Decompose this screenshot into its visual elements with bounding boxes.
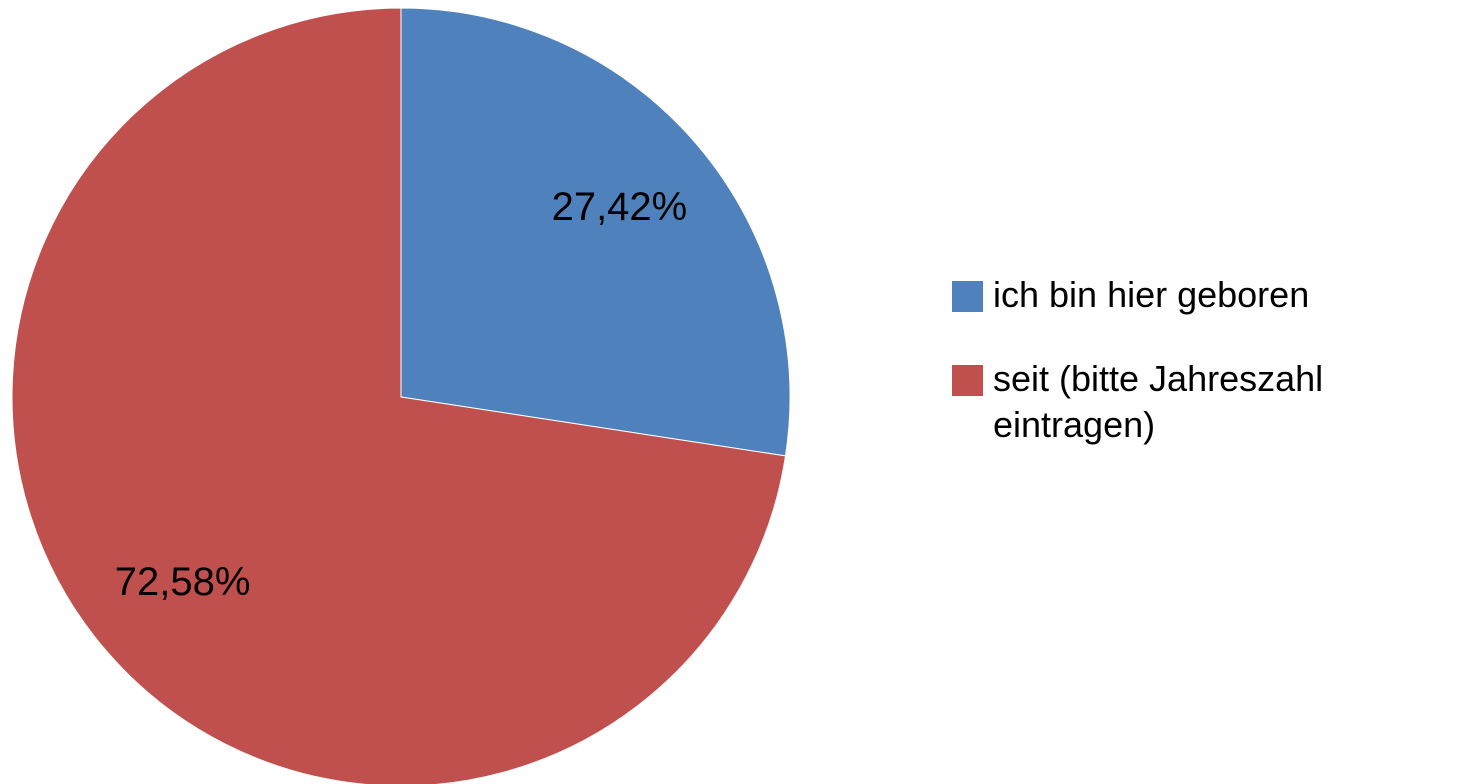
pie-slice: [11, 7, 787, 784]
legend: ich bin hier geboren seit (bitte Jahresza…: [952, 272, 1452, 486]
legend-swatch: [952, 365, 983, 396]
data-label: 27,42%: [552, 185, 688, 229]
legend-label: seit (bitte Jahreszahl eintragen): [993, 358, 1324, 445]
pie-slice: [400, 7, 791, 457]
data-label: 72,58%: [115, 560, 251, 604]
legend-item: ich bin hier geboren: [952, 272, 1452, 318]
legend-label: ich bin hier geboren: [993, 274, 1310, 315]
legend-item: seit (bitte Jahreszahl eintragen): [952, 356, 1452, 448]
legend-swatch: [952, 281, 983, 312]
